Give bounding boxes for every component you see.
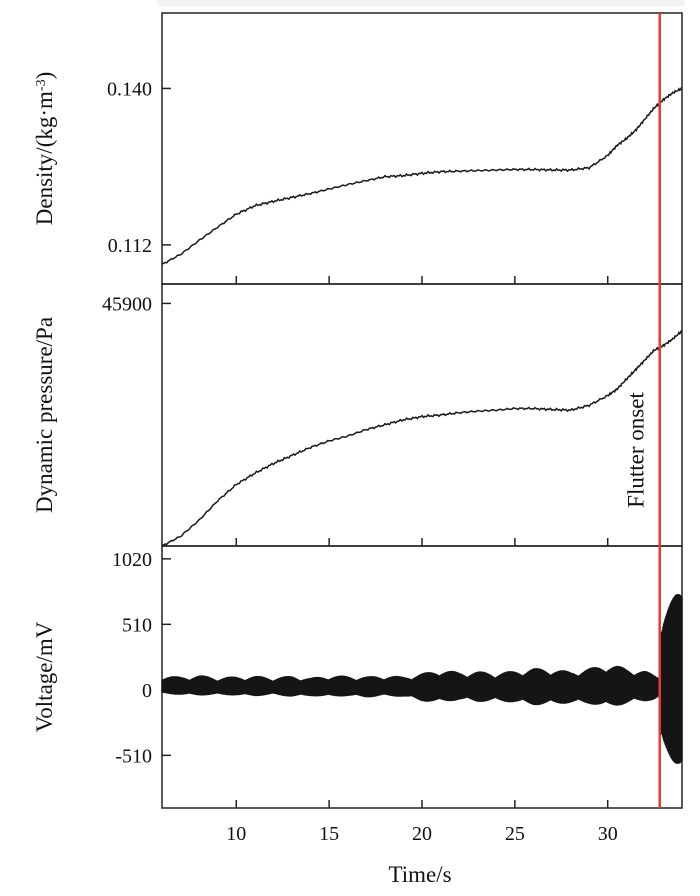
y-axis-title: Dynamic pressure/Pa [32, 317, 57, 513]
x-tick-label: 15 [319, 823, 339, 845]
panel-voltage: 1020 510 0 -510 Voltage/mV [32, 545, 683, 809]
x-axis-title: Time/s [388, 862, 451, 887]
y-tick-label: 1020 [112, 549, 152, 571]
y-axis-title: Voltage/mV [32, 621, 57, 732]
x-tick-label: 10 [226, 823, 246, 845]
y-tick-label: 45900 [102, 293, 152, 315]
panel-density: 0.112 0.140 Density/(kg·m-3) [32, 12, 683, 285]
series-line-density [161, 87, 683, 265]
y-tick-label: 510 [122, 614, 152, 636]
panels: 0.112 0.140 Density/(kg·m-3) 45900 Dynamic p… [32, 12, 683, 809]
x-tick-label: 20 [412, 823, 432, 845]
y-tick-label: -510 [115, 745, 152, 767]
flutter-onset-label: Flutter onset [624, 392, 649, 508]
y-tick-label: 0.112 [108, 235, 152, 257]
x-axis: 10 15 20 25 30 [226, 823, 617, 845]
x-tick-label: 30 [598, 823, 618, 845]
x-tick-label: 25 [505, 823, 525, 845]
y-axis-title: Density/(kg·m-3) [32, 72, 57, 226]
top-strip [158, 0, 685, 6]
panel-dynamic-pressure: 45900 Dynamic pressure/Pa [32, 283, 683, 547]
series-line-dynamic-pressure [161, 330, 682, 547]
series-signal-voltage [161, 594, 683, 764]
y-tick-label: 0 [142, 680, 152, 702]
panel-frame [161, 12, 683, 285]
y-tick-label: 0.140 [107, 78, 152, 100]
